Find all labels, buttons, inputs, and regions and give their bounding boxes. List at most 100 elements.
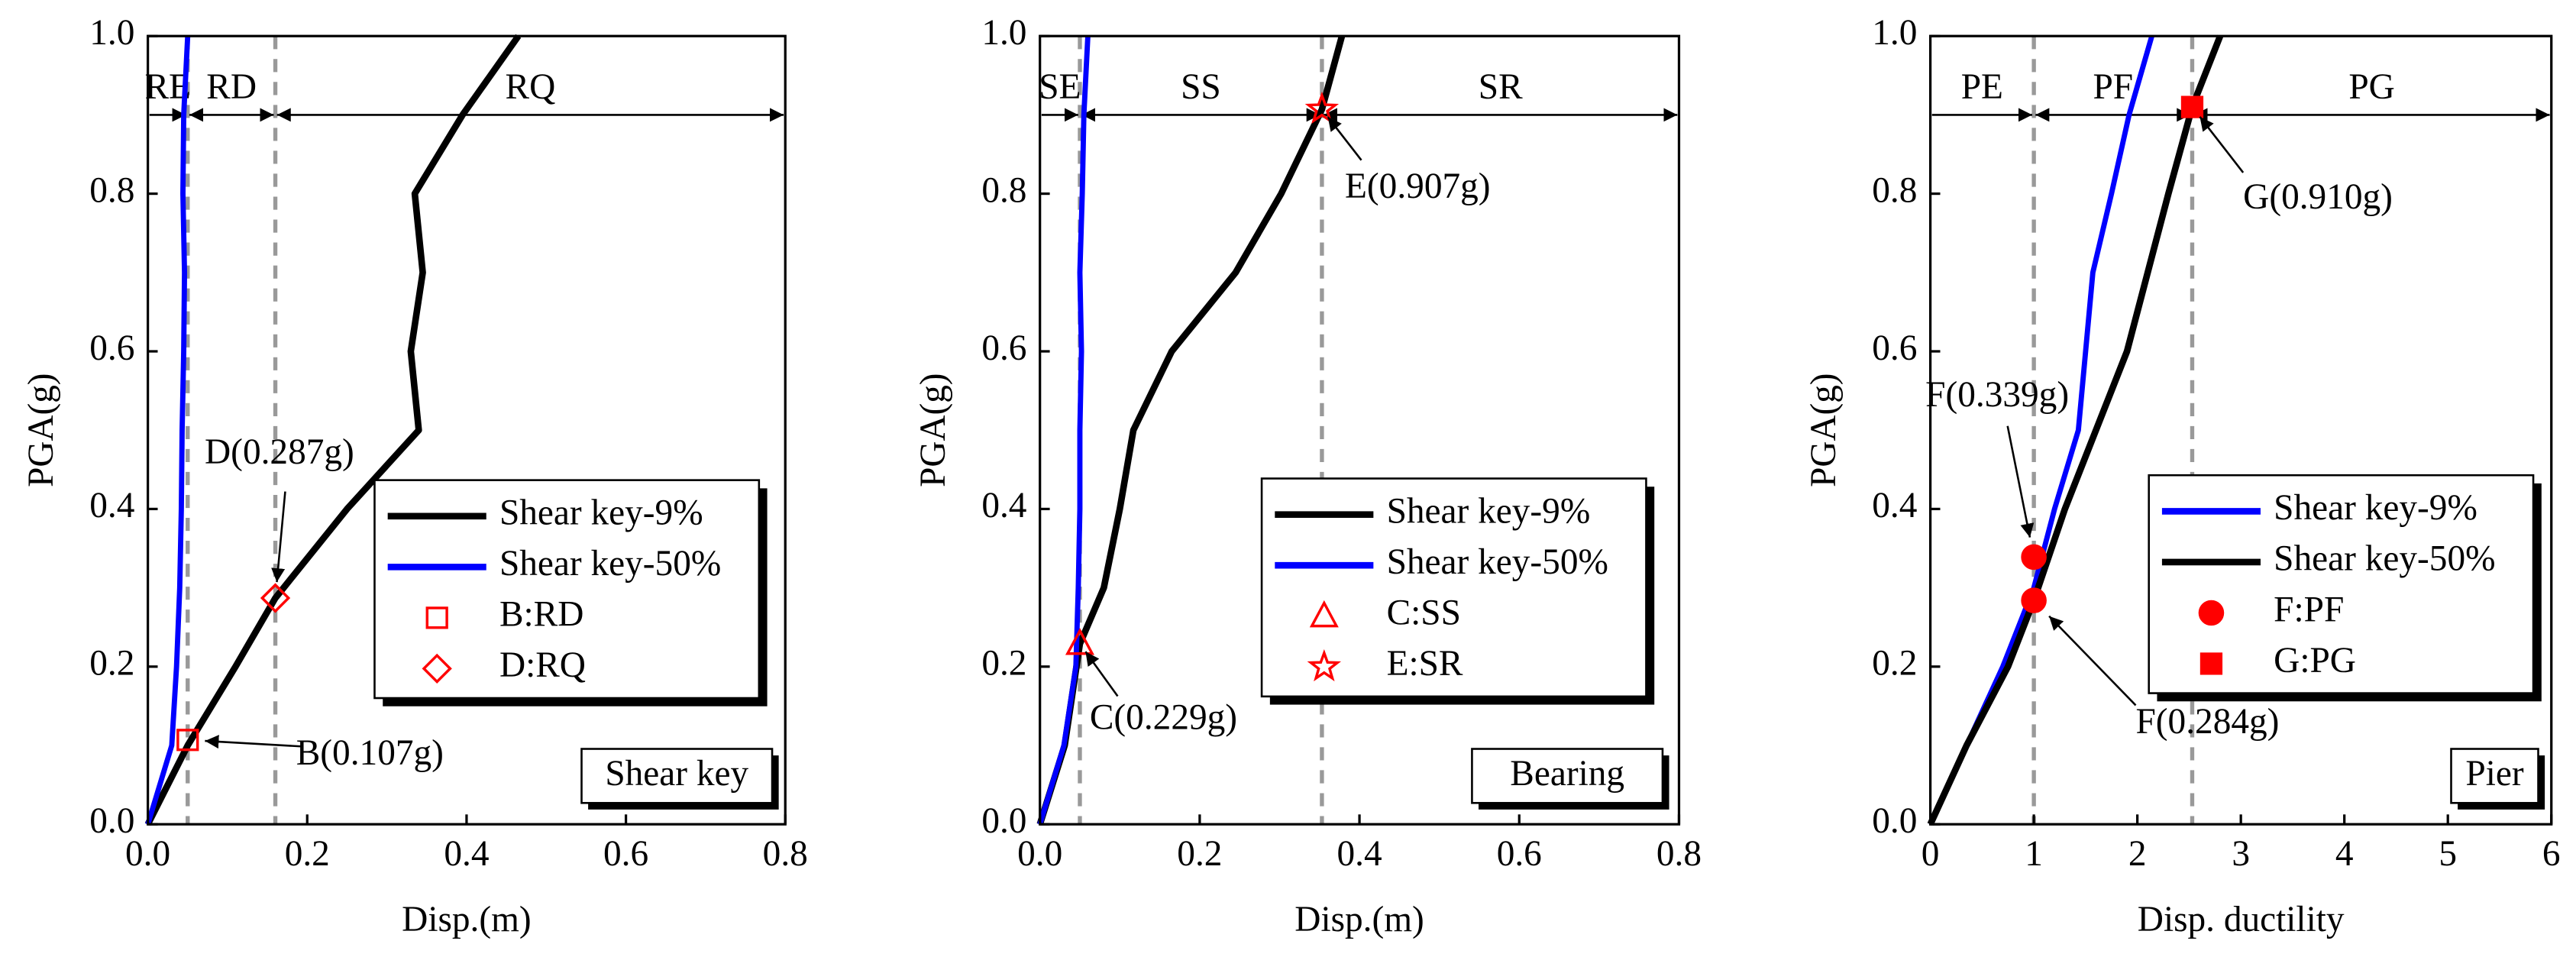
- label-box: [1471, 748, 1664, 804]
- x-tick-label: 0.0: [1017, 834, 1062, 874]
- legend-label: D:RQ: [499, 645, 586, 685]
- x-tick-label: 0.4: [1337, 834, 1382, 874]
- data-line: [1037, 36, 1091, 826]
- region-label: PF: [2093, 67, 2133, 107]
- annotation: F(0.339g): [1925, 375, 2069, 415]
- region-label: PG: [2348, 67, 2394, 107]
- label-box: [580, 748, 774, 804]
- annotation-arrow: [205, 735, 303, 749]
- data-marker: [1304, 91, 1340, 124]
- annotation-arrow: [2048, 615, 2137, 706]
- legend-label: Shear key-9%: [1387, 492, 1591, 532]
- x-tick-label: 0.8: [763, 834, 808, 874]
- x-tick-label: 1: [2025, 834, 2043, 874]
- y-axis-label: PGA(g): [913, 373, 953, 487]
- legend-marker: [422, 653, 452, 684]
- annotation: B(0.107g): [296, 733, 444, 773]
- x-tick-label: 2: [2128, 834, 2147, 874]
- x-tick-label: 0.2: [285, 834, 330, 874]
- region-label: SR: [1479, 67, 1523, 107]
- y-tick-label: 1.0: [89, 13, 134, 53]
- legend-label: B:RD: [499, 595, 583, 635]
- region-label: SE: [1039, 67, 1081, 107]
- x-axis-label: Disp.(m): [402, 900, 532, 939]
- x-tick-label: 0.6: [603, 834, 648, 874]
- y-tick-label: 0.0: [89, 801, 134, 841]
- annotation-arrow: [1327, 116, 1362, 161]
- y-tick-label: 0.4: [89, 486, 134, 525]
- y-tick-label: 1.0: [981, 13, 1026, 53]
- y-tick-label: 0.4: [981, 486, 1026, 525]
- annotation-arrow: [2199, 116, 2245, 173]
- x-axis-label: Disp.(m): [1294, 900, 1424, 939]
- data-line: [145, 36, 191, 826]
- legend-marker: [1307, 648, 1342, 682]
- y-axis-label: PGA(g): [21, 373, 61, 487]
- annotation-arrow: [1084, 651, 1119, 697]
- data-line: [144, 34, 522, 826]
- region-label: RQ: [506, 67, 556, 107]
- y-tick-label: 0.0: [981, 801, 1026, 841]
- panel-label: Shear key: [605, 754, 748, 794]
- label-box: [2450, 748, 2539, 804]
- data-marker: [176, 729, 199, 752]
- x-axis-label: Disp. ductility: [2138, 900, 2345, 939]
- legend-label: G:PG: [2274, 641, 2356, 681]
- legend-label: Shear key-9%: [499, 493, 703, 533]
- annotation: D(0.287g): [205, 432, 354, 472]
- x-tick-label: 0.4: [444, 834, 489, 874]
- data-line: [1927, 34, 2224, 826]
- legend-label: E:SR: [1387, 644, 1463, 684]
- y-tick-label: 1.0: [1872, 13, 1917, 53]
- legend-label: Shear key-50%: [1387, 542, 1608, 582]
- x-tick-label: 3: [2232, 834, 2250, 874]
- legend-label: F:PF: [2274, 590, 2344, 629]
- legend-marker: [1309, 600, 1339, 628]
- y-tick-label: 0.8: [1872, 170, 1917, 210]
- data-marker: [2021, 587, 2047, 613]
- annotation-arrow: [271, 491, 286, 583]
- x-tick-label: 0.6: [1497, 834, 1542, 874]
- panel-label: Pier: [2465, 754, 2523, 794]
- legend-label: Shear key-9%: [2274, 488, 2477, 528]
- data-line: [1928, 35, 2154, 826]
- y-tick-label: 0.2: [1872, 644, 1917, 684]
- legend-marker: [2199, 652, 2223, 675]
- y-tick-label: 0.6: [1872, 328, 1917, 368]
- legend-label: C:SS: [1387, 593, 1461, 633]
- data-marker: [2021, 544, 2047, 571]
- region-label: SS: [1181, 67, 1221, 107]
- annotation: F(0.284g): [2135, 702, 2279, 742]
- x-tick-label: 4: [2335, 834, 2354, 874]
- legend-marker: [425, 606, 448, 629]
- y-axis-label: PGA(g): [1804, 373, 1844, 487]
- data-marker: [2180, 95, 2204, 118]
- legend-label: Shear key-50%: [2274, 539, 2495, 579]
- region-label: RD: [206, 67, 257, 107]
- data-marker: [1065, 628, 1094, 655]
- y-tick-label: 0.0: [1872, 801, 1917, 841]
- y-tick-label: 0.2: [89, 644, 134, 684]
- annotation: G(0.910g): [2243, 177, 2393, 217]
- y-tick-label: 0.2: [981, 644, 1026, 684]
- data-marker: [260, 583, 291, 613]
- annotation: C(0.229g): [1090, 698, 1237, 738]
- x-tick-label: 0: [1921, 834, 1940, 874]
- y-tick-label: 0.8: [981, 170, 1026, 210]
- panel-label: Bearing: [1510, 754, 1624, 794]
- annotation-arrow: [2006, 425, 2035, 538]
- y-tick-label: 0.4: [1872, 486, 1917, 525]
- annotation: E(0.907g): [1345, 167, 1491, 206]
- x-tick-label: 0.0: [125, 834, 170, 874]
- y-tick-label: 0.6: [981, 328, 1026, 368]
- x-tick-label: 6: [2542, 834, 2561, 874]
- region-label: PE: [1961, 67, 2003, 107]
- x-tick-label: 0.2: [1177, 834, 1222, 874]
- y-tick-label: 0.8: [89, 170, 134, 210]
- x-tick-label: 5: [2439, 834, 2457, 874]
- y-tick-label: 0.6: [89, 328, 134, 368]
- legend-marker: [2198, 600, 2225, 626]
- x-tick-label: 0.8: [1656, 834, 1702, 874]
- legend-label: Shear key-50%: [499, 544, 721, 584]
